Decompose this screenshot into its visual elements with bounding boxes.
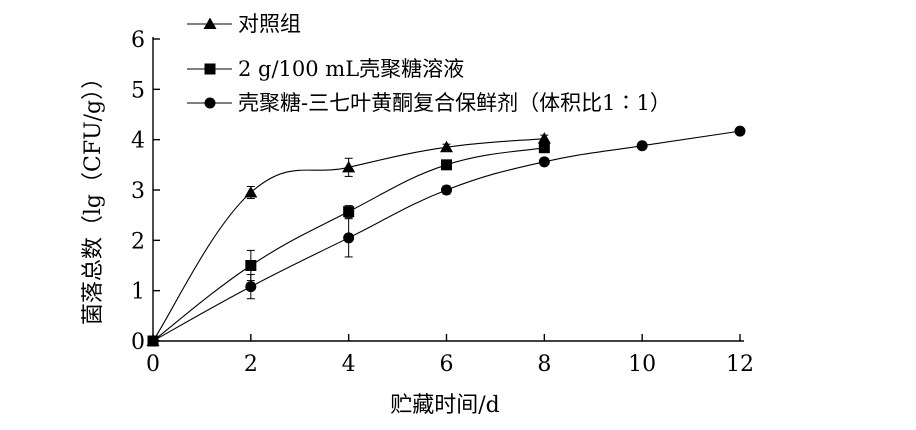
data-point-triangle (342, 160, 356, 173)
data-point-circle (343, 232, 355, 244)
data-point-square (538, 142, 550, 154)
y-tick-label: 6 (131, 28, 145, 53)
x-tick-label: 0 (146, 352, 160, 377)
x-axis-title: 贮藏时间/d (390, 393, 500, 418)
x-tick-label: 4 (342, 352, 356, 377)
y-tick-label: 2 (131, 229, 145, 254)
data-point-circle (734, 125, 746, 137)
data-point-circle (636, 140, 648, 152)
y-tick-label: 3 (131, 179, 145, 204)
data-point-triangle (244, 186, 258, 198)
y-tick-label: 4 (131, 129, 145, 154)
data-point-circle (441, 184, 452, 196)
x-tick-label: 8 (537, 352, 551, 377)
x-ticks: 0 2 4 6 8 10 12 (146, 334, 754, 377)
legend-label: 壳聚糖-三七叶黄酮复合保鲜剂（体积比1∶1） (238, 91, 671, 115)
legend-marker-triangle (203, 17, 217, 29)
legend-marker-square (204, 63, 216, 75)
data-point-circle (245, 281, 257, 293)
series-layer (146, 125, 746, 347)
y-ticks: 0 1 2 3 4 5 6 (131, 28, 160, 355)
data-point-triangle (537, 132, 551, 144)
data-point-circle (538, 156, 550, 168)
y-tick-label: 1 (131, 280, 145, 305)
legend-item-1: 对照组 (187, 12, 301, 36)
series-3 (147, 125, 746, 347)
x-tick-label: 6 (440, 352, 454, 377)
data-point-circle (147, 335, 159, 347)
data-point-square (441, 159, 452, 171)
data-point-square (343, 206, 355, 218)
x-tick-label: 2 (244, 352, 258, 377)
legend-item-2: 2 g/100 mL壳聚糖溶液 (187, 57, 464, 81)
legend-marker-circle (204, 97, 216, 109)
data-point-square (245, 260, 257, 271)
legend-label: 2 g/100 mL壳聚糖溶液 (238, 57, 464, 81)
x-tick-label: 10 (628, 352, 656, 377)
data-point-triangle (440, 140, 453, 153)
legend-label: 对照组 (238, 12, 301, 36)
series-1 (146, 132, 551, 346)
y-tick-label: 0 (131, 330, 145, 355)
series-line (152, 138, 545, 342)
y-tick-label: 5 (131, 78, 145, 103)
legend-item-3: 壳聚糖-三七叶黄酮复合保鲜剂（体积比1∶1） (187, 91, 671, 115)
y-axis-title: 菌落总数（lg（CFU/g）） (81, 67, 106, 325)
x-tick-label: 12 (726, 352, 754, 377)
